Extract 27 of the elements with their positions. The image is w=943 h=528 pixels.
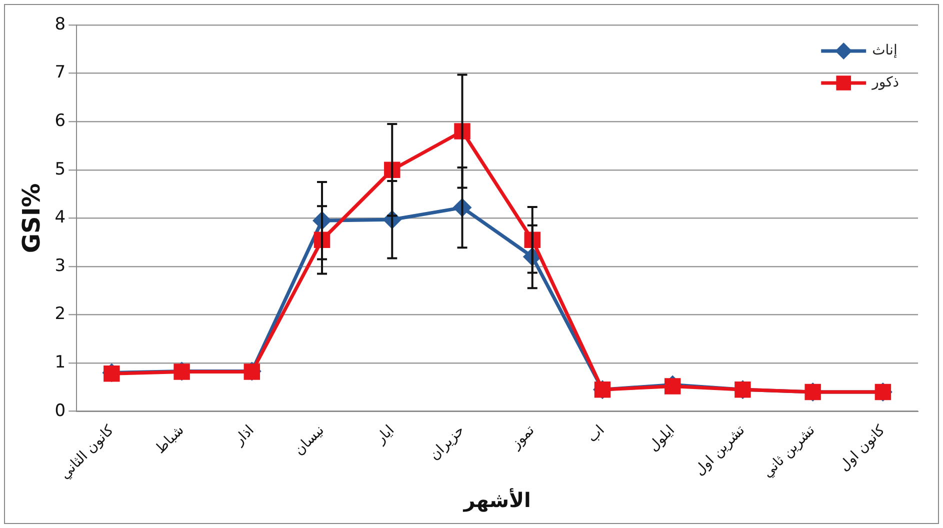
x-tick-label: كانون اول — [836, 422, 889, 474]
x-tick-label: تشرين ثاني — [760, 422, 818, 481]
y-tick-label: 6 — [54, 111, 66, 132]
y-tick-label: 5 — [54, 159, 66, 180]
x-tick-label: اب — [584, 422, 608, 446]
y-tick-label: 7 — [54, 62, 66, 83]
x-tick-label: نيسان — [291, 422, 328, 459]
point — [104, 366, 120, 382]
x-tick-label: ايار — [372, 422, 398, 448]
x-tick-label: تشرين اول — [692, 422, 748, 479]
x-tick-label: شباط — [152, 422, 188, 458]
legend-label: إناث — [872, 42, 898, 59]
y-tick-label: 1 — [54, 352, 66, 372]
y-tick-label: 8 — [54, 14, 66, 34]
y-tick-label: 3 — [54, 256, 66, 276]
x-tick-label: اذار — [230, 422, 258, 450]
y-tick-label: 4 — [54, 208, 66, 228]
x-axis-title: الأشهر — [462, 488, 531, 512]
x-tick-label: تموز — [507, 422, 538, 453]
y-tick-label: 2 — [54, 304, 66, 324]
x-tick-label: حزيران — [426, 422, 468, 464]
x-tick-label: ايلول — [646, 422, 678, 455]
x-tick-label: كانون الثاني — [56, 422, 118, 482]
y-axis-title: GSI% — [18, 183, 46, 254]
legend-label: ذكور — [871, 74, 900, 91]
point — [664, 378, 681, 394]
y-tick-label: 0 — [54, 400, 66, 421]
